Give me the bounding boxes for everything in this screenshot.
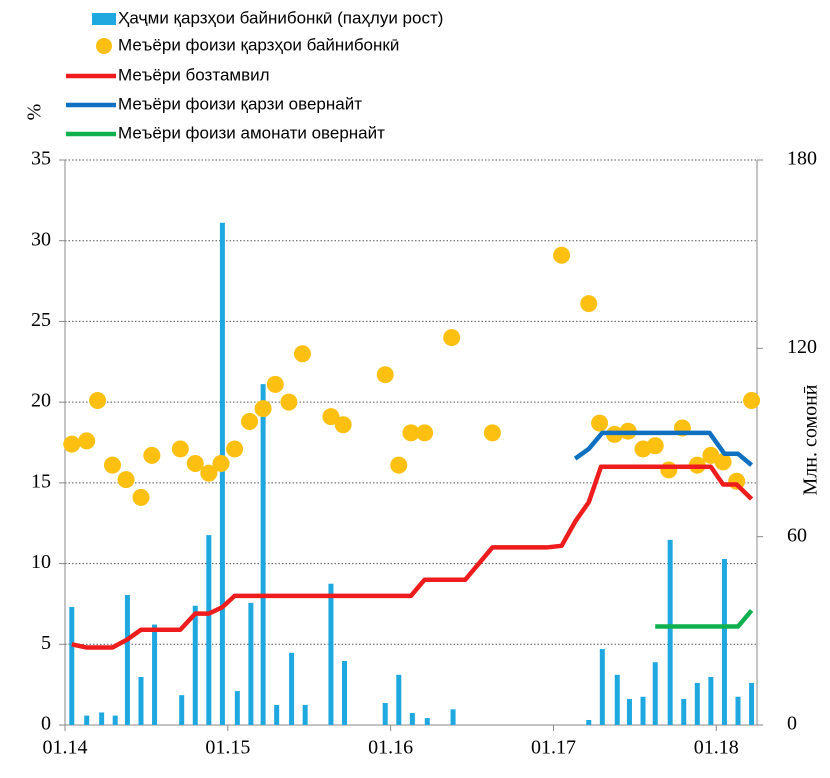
scatter-point: [660, 461, 678, 479]
bar: [84, 715, 90, 725]
legend-swatch: [96, 38, 112, 54]
scatter-point: [390, 456, 408, 474]
bar: [112, 715, 118, 725]
bar: [274, 704, 280, 725]
bar: [124, 595, 130, 725]
scatter-point: [226, 440, 244, 458]
scatter-point: [63, 435, 81, 453]
scatter-point: [322, 408, 340, 426]
scatter-point: [443, 329, 461, 347]
bar: [206, 535, 212, 725]
line-series: [71, 464, 754, 650]
x-tick-label: 01.17: [531, 737, 576, 759]
y-tick-label: 25: [31, 309, 51, 331]
scatter-point: [200, 464, 218, 482]
bar: [640, 696, 646, 725]
bar: [626, 698, 632, 725]
scatter-point: [78, 432, 96, 450]
line-series: [573, 430, 754, 467]
scatter-point: [376, 366, 394, 384]
bar: [586, 719, 592, 725]
bar: [667, 539, 673, 725]
bar: [99, 712, 105, 725]
scatter-point: [646, 437, 664, 455]
scatter-point: [89, 392, 107, 410]
scatter-point: [117, 471, 135, 489]
y2-tick-label: 180: [787, 148, 817, 170]
bar: [450, 709, 456, 725]
scatter-point: [334, 416, 352, 434]
scatter-point: [103, 456, 121, 474]
bar: [248, 602, 254, 725]
scatter-point: [254, 400, 272, 418]
legend-label: Меъёри фоизи амонати овернайт: [118, 123, 385, 142]
y2-tick-label: 120: [787, 336, 817, 358]
scatter-point: [280, 393, 298, 411]
bar: [396, 674, 402, 725]
bar: [328, 583, 334, 725]
scatter-point: [580, 295, 598, 313]
y2-tick-label: 0: [787, 713, 797, 735]
x-tick-label: 01.14: [43, 737, 88, 759]
bar: [424, 718, 430, 725]
bar: [749, 682, 755, 725]
bar: [69, 606, 75, 725]
bar: [302, 704, 308, 725]
scatter-point: [186, 454, 204, 472]
scatter-point: [714, 453, 732, 471]
y-tick-label: 10: [31, 551, 51, 573]
bar: [409, 713, 415, 725]
legend-swatch: [92, 13, 116, 25]
scatter-point: [293, 345, 311, 363]
bar: [652, 662, 658, 725]
y-tick-label: 20: [31, 390, 51, 412]
bar: [599, 649, 605, 725]
bar: [289, 652, 295, 725]
bar: [721, 558, 727, 725]
scatter-point: [743, 392, 761, 410]
bar: [694, 682, 700, 725]
y-tick-label: 5: [41, 632, 51, 654]
y2-tick-label: 60: [787, 524, 807, 546]
bar: [192, 605, 198, 725]
bar: [342, 660, 348, 725]
bar: [735, 696, 741, 725]
bar: [260, 384, 266, 725]
y-axis-label: %: [24, 104, 46, 121]
legend-label: Ҳаҷми қарзҳои байнибонкӣ (паҳлуи рост): [118, 8, 443, 27]
scatter-point: [553, 246, 571, 264]
x-tick-label: 01.18: [694, 737, 739, 759]
bar: [708, 676, 714, 725]
bar: [179, 695, 185, 725]
bar: [219, 222, 225, 725]
bar: [234, 691, 240, 725]
scatter-point: [591, 414, 609, 432]
bar: [152, 624, 158, 725]
bar: [681, 698, 687, 725]
scatter-point: [483, 424, 501, 442]
bar: [614, 674, 620, 725]
scatter-point: [132, 488, 150, 506]
scatter-point: [266, 375, 284, 393]
y-tick-label: 35: [31, 148, 51, 170]
bar: [138, 676, 144, 725]
y-tick-label: 0: [41, 713, 51, 735]
line-series: [655, 608, 754, 629]
x-tick-label: 01.16: [368, 737, 413, 759]
legend-label: Меъёри фоизи қарзи овернайт: [118, 94, 362, 113]
y-tick-label: 30: [31, 228, 51, 250]
scatter-point: [212, 454, 230, 472]
scatter-point: [402, 424, 420, 442]
bar: [382, 703, 388, 725]
legend-label: Меъёри фоизи қарзҳои байнибонкӣ: [118, 35, 399, 54]
y2-axis-label: Млн. сомонӣ: [800, 384, 822, 495]
legend-label: Меъёри бозтамвил: [118, 65, 270, 84]
scatter-point: [171, 440, 189, 458]
scatter-point: [143, 446, 161, 464]
x-tick-label: 01.15: [205, 737, 250, 759]
y-tick-label: 15: [31, 470, 51, 492]
scatter-point: [416, 424, 434, 442]
scatter-point: [241, 413, 259, 431]
